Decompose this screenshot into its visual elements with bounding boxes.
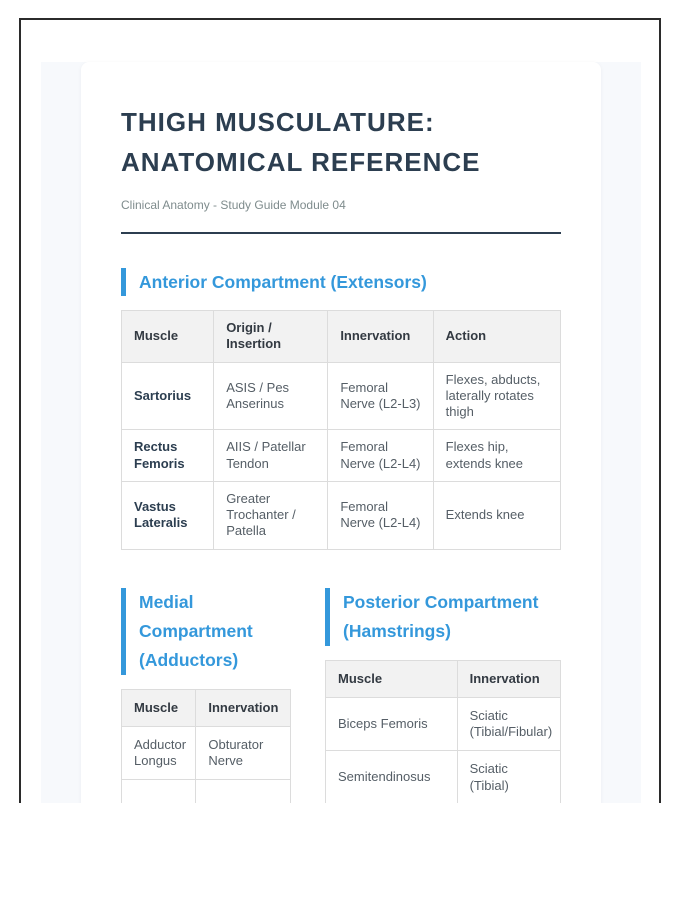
column-header-origin: Origin / Insertion bbox=[213, 310, 329, 363]
column-header-innervation: Innervation bbox=[456, 659, 562, 698]
column-header-innervation: Innervation bbox=[327, 310, 434, 363]
action-cell: Flexes hip, extends knee bbox=[432, 429, 562, 482]
posterior-section: Posterior Compartment (Hamstrings) Muscl… bbox=[325, 587, 562, 803]
muscle-cell: Semitendinosus bbox=[325, 750, 458, 803]
posterior-section-heading: Posterior Compartment (Hamstrings) bbox=[325, 587, 561, 646]
column-header-innervation: Innervation bbox=[195, 688, 291, 727]
page-title-line-2: ANATOMICAL REFERENCE bbox=[121, 147, 481, 177]
origin-cell: ASIS / Pes Anserinus bbox=[213, 361, 329, 431]
table-row: Adductor Longus Obturator Nerve bbox=[120, 725, 291, 781]
column-header-muscle: Muscle bbox=[325, 659, 458, 698]
table-row: Sartorius ASIS / Pes Anserinus Femoral N… bbox=[120, 361, 562, 431]
document-card: THIGH MUSCULATURE: ANATOMICAL REFERENCE … bbox=[81, 62, 601, 803]
two-column-layout: Medial Compartment (Adductors) Muscle In… bbox=[120, 587, 562, 803]
origin-cell: Greater Trochanter / Patella bbox=[213, 480, 329, 550]
medial-section-heading: Medial Compartment (Adductors) bbox=[121, 587, 291, 675]
muscle-cell: Vastus Lateralis bbox=[120, 480, 215, 550]
innervation-cell bbox=[195, 779, 291, 803]
page-title: THIGH MUSCULATURE: ANATOMICAL REFERENCE bbox=[121, 102, 561, 182]
table-row: Semitendinosus Sciatic (Tibial) bbox=[325, 750, 562, 803]
action-cell: Extends knee bbox=[432, 480, 562, 550]
column-header-action: Action bbox=[432, 310, 562, 363]
innervation-cell: Sciatic (Tibial/Fibular) bbox=[456, 696, 562, 752]
medial-table: Muscle Innervation Adductor Longus Obtur… bbox=[120, 688, 291, 803]
page-frame: THIGH MUSCULATURE: ANATOMICAL REFERENCE … bbox=[19, 18, 661, 803]
origin-cell: AIIS / Patellar Tendon bbox=[213, 429, 329, 482]
posterior-table: Muscle Innervation Biceps Femoris Sciati… bbox=[325, 659, 562, 803]
muscle-cell: Adductor Longus bbox=[120, 725, 197, 781]
muscle-cell: Rectus Femoris bbox=[120, 429, 215, 482]
muscle-cell: Biceps Femoris bbox=[325, 696, 458, 752]
table-row: Vastus Lateralis Greater Trochanter / Pa… bbox=[120, 480, 562, 550]
innervation-cell: Femoral Nerve (L2-L3) bbox=[327, 361, 434, 431]
muscle-cell bbox=[120, 779, 197, 803]
page-background: THIGH MUSCULATURE: ANATOMICAL REFERENCE … bbox=[41, 62, 641, 803]
table-row-clipped bbox=[120, 779, 291, 803]
innervation-cell: Femoral Nerve (L2-L4) bbox=[327, 480, 434, 550]
medial-section: Medial Compartment (Adductors) Muscle In… bbox=[120, 587, 291, 803]
anterior-header-row: Muscle Origin / Insertion Innervation Ac… bbox=[120, 310, 562, 363]
page-subtitle: Clinical Anatomy - Study Guide Module 04 bbox=[121, 198, 346, 212]
posterior-header-row: Muscle Innervation bbox=[325, 659, 562, 698]
column-header-muscle: Muscle bbox=[120, 688, 197, 727]
anterior-table: Muscle Origin / Insertion Innervation Ac… bbox=[120, 310, 562, 550]
title-divider bbox=[121, 232, 561, 234]
anterior-section: Anterior Compartment (Extensors) Muscle … bbox=[120, 268, 562, 550]
muscle-cell: Sartorius bbox=[120, 361, 215, 431]
page-title-line-1: THIGH MUSCULATURE: bbox=[121, 107, 435, 137]
innervation-cell: Femoral Nerve (L2-L4) bbox=[327, 429, 434, 482]
medial-header-row: Muscle Innervation bbox=[120, 688, 291, 727]
table-row: Biceps Femoris Sciatic (Tibial/Fibular) bbox=[325, 696, 562, 752]
innervation-cell: Obturator Nerve bbox=[195, 725, 291, 781]
table-row: Rectus Femoris AIIS / Patellar Tendon Fe… bbox=[120, 429, 562, 482]
innervation-cell: Sciatic (Tibial) bbox=[456, 750, 562, 803]
anterior-section-heading: Anterior Compartment (Extensors) bbox=[121, 268, 561, 296]
action-cell: Flexes, abducts, laterally rotates thigh bbox=[432, 361, 562, 431]
column-header-muscle: Muscle bbox=[120, 310, 215, 363]
